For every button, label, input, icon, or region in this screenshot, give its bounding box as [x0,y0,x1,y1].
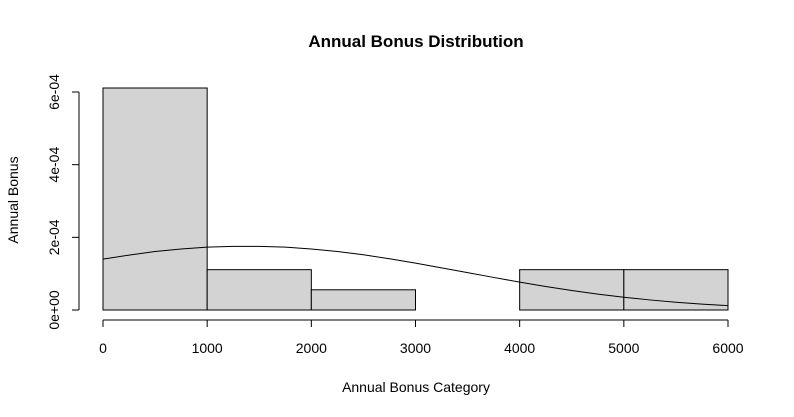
histogram-bar-5 [623,269,729,311]
density-curve [102,245,729,307]
y-tick-label-2: 4e-04 [46,147,62,183]
x-tick-label-5: 5000 [608,340,639,356]
x-axis: 0 1000 2000 3000 4000 5000 6000 [99,319,744,356]
y-tick-label-1: 2e-04 [46,219,62,255]
y-axis-label: Annual Bonus [5,156,21,243]
histogram-bars [102,87,729,311]
x-tick-label-2: 2000 [296,340,327,356]
histogram-bar-0 [102,87,208,311]
x-tick-label-1: 1000 [192,340,223,356]
chart-title: Annual Bonus Distribution [308,32,523,51]
y-tick-label-0: 0e+00 [46,290,62,330]
x-tick-label-3: 3000 [400,340,431,356]
y-tick-label-3: 6e-04 [46,74,62,110]
histogram-bar-1 [206,269,312,311]
x-tick-label-0: 0 [99,340,107,356]
histogram-bar-4 [519,269,625,311]
x-tick-label-6: 6000 [712,340,743,356]
x-tick-label-4: 4000 [504,340,535,356]
y-axis: 0e+00 2e-04 4e-04 6e-04 [46,74,80,330]
histogram-bar-2 [310,289,417,311]
x-axis-label: Annual Bonus Category [342,379,490,395]
